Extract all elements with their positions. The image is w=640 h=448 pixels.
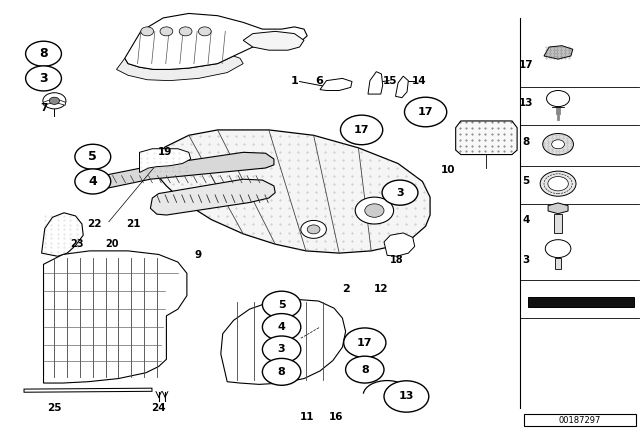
Text: 00187297: 00187297	[559, 416, 601, 425]
Circle shape	[141, 27, 154, 36]
Circle shape	[547, 90, 570, 107]
Polygon shape	[396, 76, 408, 98]
Circle shape	[179, 27, 192, 36]
Circle shape	[75, 169, 111, 194]
Text: 3: 3	[396, 188, 404, 198]
Circle shape	[346, 356, 384, 383]
Circle shape	[26, 41, 61, 66]
Text: 20: 20	[105, 239, 119, 249]
Text: 13: 13	[519, 98, 533, 108]
Text: 22: 22	[88, 219, 102, 229]
Text: 1: 1	[291, 76, 298, 86]
Polygon shape	[44, 99, 51, 105]
Text: 17: 17	[354, 125, 369, 135]
Polygon shape	[555, 258, 561, 269]
Polygon shape	[150, 179, 275, 215]
Text: 6: 6	[315, 76, 323, 86]
Polygon shape	[528, 297, 634, 307]
Text: 3: 3	[522, 255, 530, 265]
Circle shape	[262, 336, 301, 363]
Text: 8: 8	[39, 47, 48, 60]
Text: 23: 23	[70, 239, 84, 249]
Circle shape	[198, 27, 211, 36]
Bar	[524, 414, 636, 426]
Circle shape	[26, 66, 61, 91]
Circle shape	[545, 240, 571, 258]
Polygon shape	[42, 213, 83, 256]
Circle shape	[382, 180, 418, 205]
Polygon shape	[548, 203, 568, 214]
Polygon shape	[544, 46, 573, 59]
Polygon shape	[456, 121, 517, 155]
Text: 18: 18	[390, 255, 404, 265]
Circle shape	[262, 358, 301, 385]
Circle shape	[384, 381, 429, 412]
Text: 17: 17	[519, 60, 533, 70]
Circle shape	[404, 97, 447, 127]
Text: 2: 2	[342, 284, 349, 294]
Text: 11: 11	[300, 412, 314, 422]
Polygon shape	[368, 72, 383, 94]
Text: 4: 4	[522, 215, 530, 225]
Polygon shape	[116, 56, 243, 81]
Text: 17: 17	[357, 338, 372, 348]
Circle shape	[552, 140, 564, 149]
Circle shape	[344, 328, 386, 358]
Text: 3: 3	[39, 72, 48, 85]
Circle shape	[160, 27, 173, 36]
Text: 25: 25	[47, 403, 61, 413]
Text: 9: 9	[195, 250, 202, 260]
Text: 4: 4	[278, 322, 285, 332]
Circle shape	[262, 314, 301, 340]
Text: 3: 3	[278, 345, 285, 354]
Polygon shape	[140, 149, 191, 172]
Polygon shape	[150, 130, 430, 253]
Circle shape	[540, 171, 576, 196]
Text: 4: 4	[88, 175, 97, 188]
Text: 10: 10	[441, 165, 455, 175]
Circle shape	[543, 134, 573, 155]
Text: 8: 8	[278, 367, 285, 377]
Text: 14: 14	[412, 76, 426, 86]
Circle shape	[548, 177, 568, 191]
Text: 8: 8	[522, 138, 530, 147]
Text: 7: 7	[40, 103, 47, 112]
Text: 15: 15	[383, 76, 397, 86]
Text: 21: 21	[126, 219, 140, 229]
Polygon shape	[58, 99, 65, 105]
Text: 5: 5	[88, 150, 97, 164]
Polygon shape	[125, 13, 307, 69]
Polygon shape	[221, 299, 346, 384]
Text: 24: 24	[152, 403, 166, 413]
Polygon shape	[320, 78, 352, 90]
Polygon shape	[384, 233, 415, 256]
Text: 8: 8	[361, 365, 369, 375]
Text: 5: 5	[278, 300, 285, 310]
Circle shape	[301, 220, 326, 238]
Text: 19: 19	[158, 147, 172, 157]
Polygon shape	[243, 31, 304, 50]
Circle shape	[43, 93, 66, 109]
Polygon shape	[99, 152, 274, 192]
Circle shape	[49, 97, 60, 104]
Text: 13: 13	[399, 392, 414, 401]
Text: 5: 5	[522, 177, 530, 186]
Circle shape	[75, 144, 111, 169]
Text: 17: 17	[418, 107, 433, 117]
Polygon shape	[554, 214, 562, 233]
Text: 16: 16	[329, 412, 343, 422]
Circle shape	[340, 115, 383, 145]
Text: 12: 12	[374, 284, 388, 294]
Circle shape	[262, 291, 301, 318]
Circle shape	[307, 225, 320, 234]
Polygon shape	[44, 251, 187, 383]
Circle shape	[355, 197, 394, 224]
Circle shape	[365, 204, 384, 217]
